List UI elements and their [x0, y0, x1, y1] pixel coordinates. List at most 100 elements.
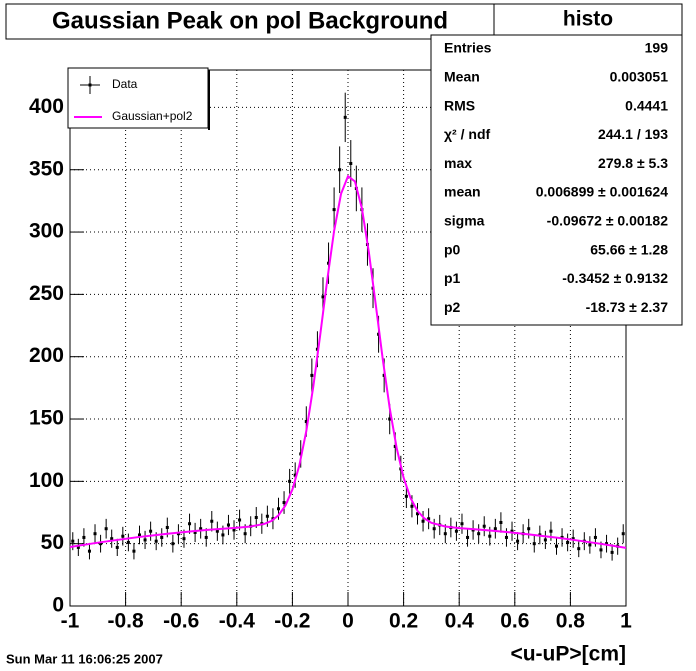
data-point	[427, 517, 431, 521]
stats-value: 199	[645, 40, 669, 56]
y-tick-label: 300	[29, 220, 64, 243]
y-tick-label: 0	[52, 594, 64, 617]
stats-value: 244.1 / 193	[598, 126, 668, 142]
data-point	[199, 527, 203, 531]
x-tick-label: 0.6	[500, 610, 529, 633]
data-point	[188, 522, 192, 526]
data-point	[154, 539, 158, 543]
data-point	[176, 532, 180, 536]
x-tick-label: 0.4	[445, 610, 475, 633]
stats-header: histo	[563, 8, 613, 31]
y-tick-label: 150	[29, 407, 64, 430]
stats-label: p1	[444, 270, 461, 286]
legend-shadow	[208, 70, 210, 130]
stats-value: 0.4441	[625, 97, 668, 113]
data-point	[210, 519, 214, 523]
data-point	[410, 504, 414, 508]
data-point	[527, 527, 531, 531]
y-tick-label: 200	[29, 344, 64, 367]
data-point	[343, 115, 347, 119]
data-point	[393, 444, 397, 448]
data-point	[566, 540, 570, 544]
data-point	[282, 501, 286, 505]
data-point	[138, 533, 141, 537]
data-point	[193, 530, 197, 534]
stats-value: -18.73 ± 2.37	[586, 299, 669, 315]
data-point	[93, 532, 97, 536]
data-point	[104, 527, 108, 531]
data-point	[238, 518, 242, 522]
data-point	[215, 529, 219, 533]
data-point	[204, 535, 208, 539]
data-point	[460, 522, 464, 526]
data-point	[160, 535, 164, 539]
data-point	[421, 519, 425, 523]
data-point	[82, 535, 86, 539]
stats-value: -0.3452 ± 0.9132	[562, 270, 668, 286]
data-point	[232, 528, 236, 532]
data-point	[121, 534, 125, 538]
data-point	[477, 532, 481, 536]
chart-title: Gaussian Peak on pol Background	[52, 7, 448, 34]
x-tick-label: 0	[342, 610, 354, 633]
data-point	[254, 515, 258, 519]
x-tick-label: -0.6	[163, 610, 199, 633]
data-point	[99, 542, 103, 546]
x-tick-label: -0.2	[274, 610, 310, 633]
y-tick-label: 50	[41, 531, 64, 554]
data-point	[293, 473, 297, 477]
x-tick-label: -1	[61, 610, 80, 633]
stats-label: max	[444, 155, 472, 171]
stats-value: -0.09672 ± 0.00182	[547, 213, 669, 229]
data-point	[621, 532, 625, 536]
x-axis-title: <u-uP>[cm]	[510, 643, 626, 666]
legend-label: Gaussian+pol2	[112, 109, 193, 123]
data-point	[87, 549, 91, 553]
stats-label: RMS	[444, 97, 475, 113]
legend-label: Data	[112, 77, 138, 91]
data-point	[115, 545, 119, 549]
data-point	[110, 537, 114, 541]
legend-symbol	[88, 83, 92, 87]
data-point	[605, 542, 609, 546]
data-point	[171, 542, 175, 546]
data-point	[488, 534, 492, 538]
x-tick-label: -0.4	[219, 610, 256, 633]
x-tick-label: 0.2	[389, 610, 418, 633]
timestamp: Sun Mar 11 16:06:25 2007	[6, 651, 163, 666]
stats-value: 279.8 ± 5.3	[598, 155, 668, 171]
data-point	[310, 373, 314, 377]
data-point	[516, 539, 520, 543]
data-point	[543, 538, 547, 542]
y-tick-label: 100	[29, 469, 64, 492]
data-point	[76, 545, 80, 549]
data-point	[577, 547, 581, 551]
data-point	[165, 525, 169, 529]
data-point	[226, 523, 230, 527]
data-point	[243, 532, 247, 536]
title-box	[5, 3, 495, 40]
data-point	[466, 535, 470, 539]
data-point	[388, 417, 392, 421]
stats-value: 65.66 ± 1.28	[590, 241, 668, 257]
data-point	[277, 507, 280, 511]
x-tick-label: 1	[620, 610, 632, 633]
data-point	[132, 549, 136, 553]
data-point	[416, 512, 419, 516]
stats-label: p2	[444, 299, 461, 315]
stats-label: Mean	[444, 69, 480, 85]
data-point	[443, 532, 447, 536]
data-point	[493, 527, 497, 531]
data-point	[555, 544, 558, 548]
fit-curve	[69, 174, 627, 549]
x-tick-label: 0.8	[556, 610, 586, 633]
data-point	[432, 527, 436, 531]
stats-label: sigma	[444, 213, 485, 229]
data-point	[349, 161, 353, 165]
data-point	[126, 540, 130, 544]
data-point	[593, 535, 597, 539]
data-point	[532, 542, 536, 546]
data-point	[404, 494, 408, 498]
data-point	[482, 524, 486, 528]
stats-value: 0.006899 ± 0.001624	[536, 184, 668, 200]
